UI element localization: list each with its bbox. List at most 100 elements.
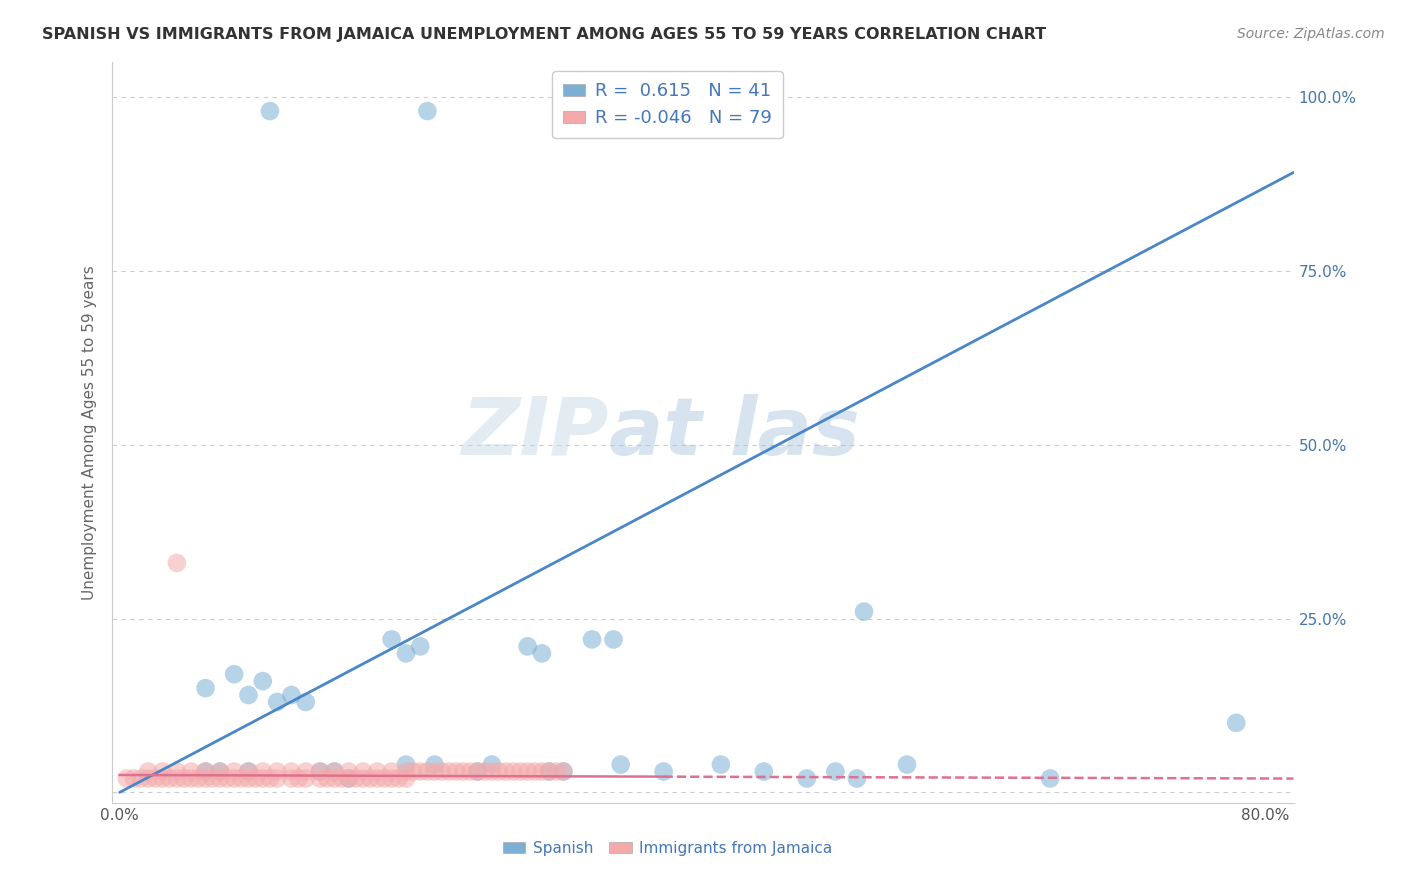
Point: [509, 764, 531, 779]
Point: [238, 772, 260, 786]
Point: [460, 764, 482, 779]
Point: [752, 764, 775, 779]
Point: [194, 764, 217, 779]
Point: [166, 556, 188, 570]
Point: [166, 772, 188, 786]
Point: [481, 764, 503, 779]
Point: [309, 772, 332, 786]
Point: [388, 772, 411, 786]
Point: [824, 764, 846, 779]
Point: [180, 764, 202, 779]
Point: [201, 772, 224, 786]
Point: [409, 640, 432, 654]
Point: [115, 772, 138, 786]
Point: [180, 772, 202, 786]
Point: [208, 764, 231, 779]
Point: [416, 764, 439, 779]
Point: [136, 764, 159, 779]
Point: [1225, 715, 1247, 730]
Point: [359, 772, 381, 786]
Text: SPANISH VS IMMIGRANTS FROM JAMAICA UNEMPLOYMENT AMONG AGES 55 TO 59 YEARS CORREL: SPANISH VS IMMIGRANTS FROM JAMAICA UNEMP…: [42, 27, 1046, 42]
Point: [474, 764, 496, 779]
Point: [330, 772, 353, 786]
Point: [231, 772, 253, 786]
Point: [287, 772, 309, 786]
Point: [238, 764, 260, 779]
Point: [546, 764, 568, 779]
Point: [294, 772, 316, 786]
Point: [259, 772, 281, 786]
Point: [366, 772, 388, 786]
Point: [896, 757, 918, 772]
Point: [208, 764, 231, 779]
Y-axis label: Unemployment Among Ages 55 to 59 years: Unemployment Among Ages 55 to 59 years: [82, 265, 97, 600]
Point: [402, 764, 425, 779]
Point: [152, 772, 174, 786]
Point: [853, 605, 876, 619]
Point: [194, 681, 217, 695]
Point: [530, 646, 553, 660]
Point: [538, 764, 561, 779]
Point: [337, 772, 360, 786]
Point: [259, 104, 281, 119]
Point: [538, 764, 561, 779]
Point: [194, 772, 217, 786]
Point: [416, 104, 439, 119]
Point: [337, 764, 360, 779]
Point: [208, 772, 231, 786]
Point: [129, 772, 152, 786]
Point: [266, 772, 288, 786]
Point: [166, 764, 188, 779]
Point: [381, 632, 404, 647]
Point: [323, 772, 346, 786]
Point: [280, 764, 302, 779]
Point: [553, 764, 575, 779]
Point: [224, 764, 246, 779]
Point: [280, 772, 302, 786]
Point: [395, 772, 418, 786]
Point: [1039, 772, 1062, 786]
Point: [488, 764, 510, 779]
Point: [523, 764, 546, 779]
Point: [395, 646, 418, 660]
Point: [152, 764, 174, 779]
Point: [294, 764, 316, 779]
Point: [173, 772, 195, 786]
Text: Source: ZipAtlas.com: Source: ZipAtlas.com: [1237, 27, 1385, 41]
Legend: Spanish, Immigrants from Jamaica: Spanish, Immigrants from Jamaica: [496, 835, 839, 862]
Point: [238, 688, 260, 702]
Point: [553, 764, 575, 779]
Point: [516, 764, 538, 779]
Point: [122, 772, 145, 786]
Point: [581, 632, 603, 647]
Point: [444, 764, 467, 779]
Point: [395, 764, 418, 779]
Point: [409, 764, 432, 779]
Text: ZIP: ZIP: [461, 393, 609, 472]
Point: [309, 764, 332, 779]
Point: [352, 772, 374, 786]
Point: [194, 764, 217, 779]
Point: [344, 772, 367, 786]
Point: [136, 772, 159, 786]
Point: [423, 757, 446, 772]
Point: [710, 757, 733, 772]
Point: [373, 772, 395, 786]
Point: [381, 764, 404, 779]
Point: [337, 772, 360, 786]
Point: [323, 764, 346, 779]
Point: [395, 757, 418, 772]
Point: [238, 764, 260, 779]
Point: [467, 764, 489, 779]
Point: [502, 764, 524, 779]
Point: [266, 764, 288, 779]
Point: [352, 764, 374, 779]
Point: [252, 674, 274, 689]
Point: [187, 772, 209, 786]
Point: [602, 632, 624, 647]
Point: [467, 764, 489, 779]
Point: [516, 640, 538, 654]
Point: [366, 764, 388, 779]
Point: [145, 772, 167, 786]
Point: [252, 764, 274, 779]
